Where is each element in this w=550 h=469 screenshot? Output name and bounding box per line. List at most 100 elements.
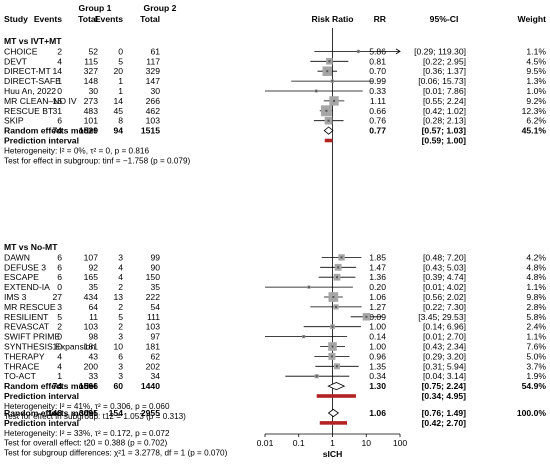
study-rr: 1.36 — [369, 272, 386, 282]
study-box-center — [335, 365, 338, 368]
study-box-center — [332, 296, 335, 298]
study-ci: [0.22; 2.95] — [423, 56, 466, 66]
study-events2: 2 — [118, 282, 123, 292]
x-tick-label: 0.01 — [257, 438, 274, 448]
study-total2: 222 — [146, 292, 161, 302]
study-events2: 1 — [118, 86, 123, 96]
study-name: THRACE — [4, 361, 40, 371]
study-events1: 1 — [57, 76, 62, 86]
study-ci: [0.36; 1.37] — [423, 66, 466, 76]
study-box-center — [337, 266, 340, 269]
subgroup-test-text: Test for effect in subgroup: t12 = 1.053… — [4, 412, 186, 421]
study-name: ESCAPE — [4, 272, 39, 282]
study-total1: 483 — [84, 106, 99, 116]
study-rr: 1.47 — [369, 262, 386, 272]
study-name: DIRECT-MT — [4, 66, 52, 76]
study-weight: 4.8% — [526, 272, 546, 282]
study-rr: 0.66 — [369, 106, 386, 116]
study-name: SYNTHESIS Expansion — [4, 342, 95, 352]
study-rr: 1.35 — [369, 361, 386, 371]
subgroup-differences-text: Test for subgroup differences: χ²1 = 3.2… — [4, 449, 228, 458]
random-total1: 1529 — [79, 126, 98, 136]
study-total1: 64 — [88, 302, 98, 312]
study-name: RESILIENT — [4, 312, 49, 322]
study-name: DEFUSE 3 — [4, 262, 46, 272]
study-events2: 0 — [118, 46, 123, 56]
x-tick-label: 0.1 — [293, 438, 305, 448]
study-events1: 0 — [57, 282, 62, 292]
study-events1: 16 — [52, 96, 62, 106]
study-total2: 462 — [146, 106, 161, 116]
events2-header: Events — [95, 14, 123, 24]
study-events2: 14 — [113, 96, 123, 106]
random-events1: 74 — [52, 381, 62, 391]
overall-events1: 148 — [48, 408, 63, 418]
prediction-bar — [316, 394, 356, 398]
study-total2: 35 — [150, 282, 160, 292]
study-total2: 61 — [150, 46, 160, 56]
study-rr: 1.11 — [370, 96, 386, 106]
study-events1: 0 — [57, 86, 62, 96]
study-total1: 107 — [84, 252, 99, 262]
study-total1: 103 — [84, 322, 99, 332]
study-total1: 30 — [88, 86, 98, 96]
study-total1: 98 — [88, 332, 98, 342]
heterogeneity-text: Heterogeneity: I² = 0%, τ² = 0, p = 0.81… — [4, 146, 149, 155]
study-events1: 6 — [57, 252, 62, 262]
events1-header: Events — [34, 14, 62, 24]
study-events1: 3 — [57, 302, 62, 312]
overall-rr: 1.06 — [369, 408, 386, 418]
study-name: SWIFT PRIME — [4, 332, 60, 342]
study-ci: [0.43; 5.03] — [423, 262, 466, 272]
study-weight: 4.8% — [526, 262, 546, 272]
study-events2: 5 — [118, 56, 123, 66]
study-total1: 43 — [88, 351, 98, 361]
study-rr: 0.33 — [369, 86, 386, 96]
study-total1: 92 — [88, 262, 98, 272]
overall-events2: 154 — [109, 408, 124, 418]
study-total2: 111 — [147, 312, 160, 322]
random-ci: [0.75; 2.24] — [422, 381, 467, 391]
study-weight: 1.1% — [526, 46, 546, 56]
study-rr: 1.85 — [369, 252, 386, 262]
study-weight: 4.2% — [526, 252, 546, 262]
study-name: DAWN — [4, 252, 30, 262]
x-tick-label: 1 — [330, 438, 335, 448]
study-box-center — [307, 286, 310, 289]
study-weight: 9.5% — [526, 66, 546, 76]
study-rr: 0.99 — [369, 76, 386, 86]
study-events1: 14 — [52, 66, 62, 76]
study-box-center — [330, 355, 333, 358]
study-events1: 6 — [57, 272, 62, 282]
study-box-center — [327, 119, 330, 122]
overall-total1: 3095 — [79, 408, 98, 418]
study-name: SKIP — [4, 116, 24, 126]
study-name: RESCUE BT — [4, 106, 54, 116]
study-total2: 103 — [146, 322, 161, 332]
study-box-center — [335, 305, 338, 308]
study-box-center — [331, 325, 334, 328]
overall-diamond — [327, 408, 340, 418]
random-rr: 1.30 — [369, 381, 386, 391]
study-weight: 2.4% — [526, 322, 546, 332]
study-total2: 202 — [146, 361, 161, 371]
study-ci: [0.56; 2.02] — [423, 292, 466, 302]
random-effects-label: Random effects model — [4, 381, 96, 391]
study-rr: 0.20 — [369, 282, 386, 292]
subgroup-title: MT vs IVT+MT — [4, 36, 62, 46]
study-ci: [0.55; 2.24] — [423, 96, 466, 106]
study-box-center — [326, 70, 329, 73]
overall-effect-test-text: Test for overall effect: t20 = 0.388 (p … — [4, 439, 168, 448]
weight-header: Weight — [518, 14, 547, 24]
study-total2: 90 — [150, 262, 160, 272]
study-events1: 10 — [52, 342, 62, 352]
study-ci: [0.29; 119.30] — [414, 46, 466, 56]
study-ci: [0.29; 3.20] — [423, 351, 466, 361]
study-box-center — [315, 90, 318, 92]
study-box-center — [336, 276, 339, 279]
study-name: DIRECT-SAFE — [4, 76, 61, 86]
study-total1: 115 — [84, 56, 98, 66]
study-name: MR RESCUE — [4, 302, 56, 312]
random-events1: 74 — [52, 126, 62, 136]
study-header: Study — [4, 14, 28, 24]
